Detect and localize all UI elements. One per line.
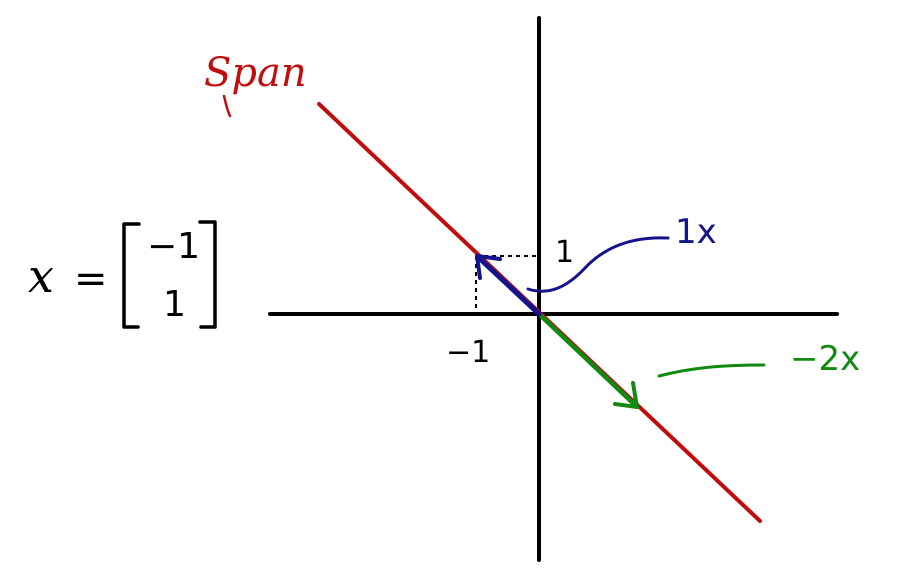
equals-sign: = bbox=[74, 256, 108, 302]
span-title-underline bbox=[222, 94, 232, 118]
neg-two-x-pointer-stroke bbox=[657, 363, 766, 378]
label-one-x: 1x bbox=[675, 212, 717, 252]
span-title: Span bbox=[204, 50, 307, 96]
right-bracket bbox=[198, 220, 217, 329]
one-x-pointer-curve bbox=[526, 236, 670, 293]
vector-one-x-arrowhead bbox=[475, 254, 502, 280]
vector-entry-top: −1 bbox=[147, 226, 200, 267]
vector-entry-bottom: 1 bbox=[163, 284, 186, 325]
tick-label-y-one: 1 bbox=[555, 235, 574, 270]
label-neg-two-x: −2x bbox=[790, 339, 860, 379]
vector-neg-two-x-arrowhead bbox=[613, 381, 639, 409]
vector-one-x bbox=[475, 254, 542, 317]
vector-name: x bbox=[28, 249, 54, 303]
vector-neg-two-x bbox=[536, 311, 639, 409]
tick-label-x-neg-one: −1 bbox=[446, 335, 490, 370]
left-bracket bbox=[122, 222, 141, 329]
